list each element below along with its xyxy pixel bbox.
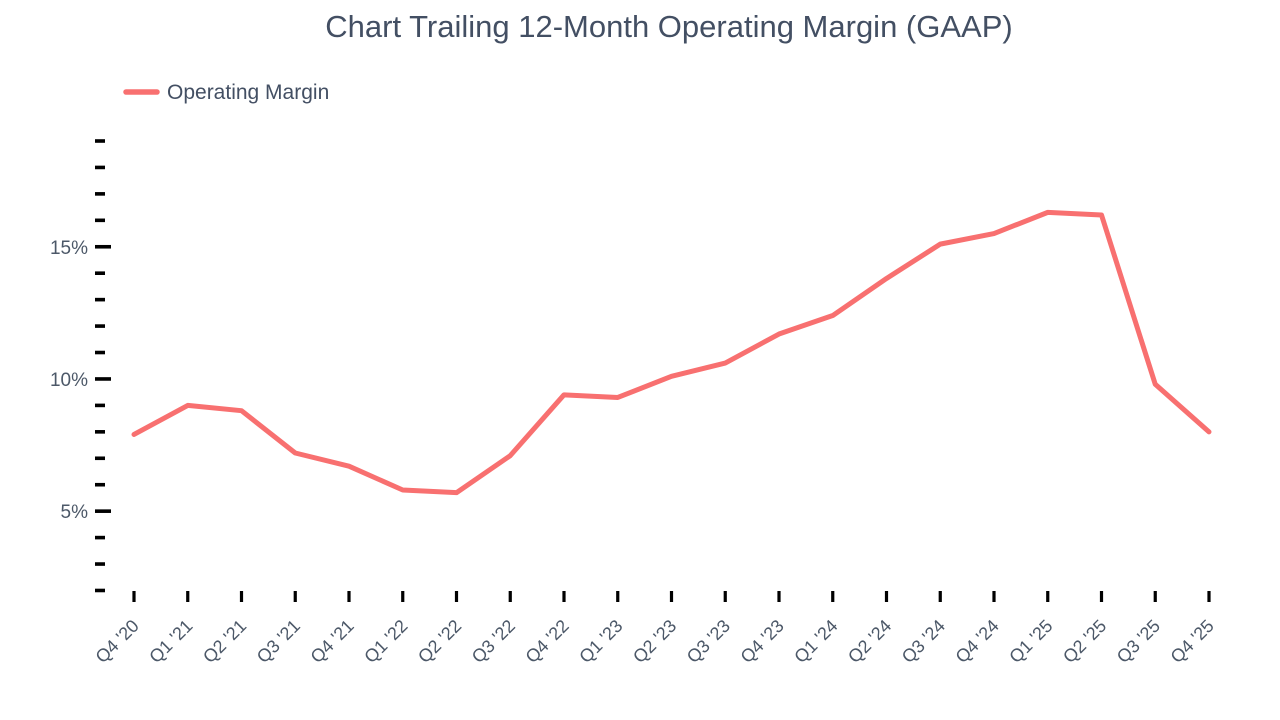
legend-label: Operating Margin [167,81,329,104]
series-line [131,209,1212,496]
chart-title: Chart Trailing 12-Month Operating Margin… [325,9,1012,44]
x-tick-label: Q2 '24 [844,616,895,667]
y-tick-label: 10% [50,370,88,391]
x-tick-label: Q4 '22 [522,616,573,667]
x-tick-label: Q2 '21 [199,616,250,667]
x-tick-label: Q2 '25 [1059,616,1110,667]
x-tick-label: Q1 '23 [575,616,626,667]
y-axis: 15% 10% 5% [50,139,111,593]
x-tick-label: Q4 '24 [952,616,1003,667]
series-operating-margin [131,209,1212,496]
x-tick-label: Q3 '25 [1113,616,1164,667]
x-tick-label: Q1 '22 [360,616,411,667]
x-axis: Q4 '20 Q1 '21 Q2 '21 Q3 '21 Q4 '21 Q1 '22 Q2 '… [92,591,1218,667]
x-tick-label: Q1 '21 [145,616,196,667]
x-tick-label: Q3 '23 [683,616,734,667]
x-tick-label: Q2 '22 [414,616,465,667]
y-tick-label: 15% [50,238,88,259]
x-tick-label: Q3 '24 [898,616,949,667]
x-tick-label: Q3 '21 [253,616,304,667]
x-tick-label: Q3 '22 [468,616,519,667]
x-tick-label: Q2 '23 [629,616,680,667]
x-tick-label: Q4 '20 [92,616,143,667]
x-tick-label: Q4 '25 [1167,616,1218,667]
x-tick-label: Q4 '21 [307,616,358,667]
x-tick-label: Q4 '23 [737,616,788,667]
x-tick-label: Q1 '25 [1005,616,1056,667]
x-tick-label: Q1 '24 [790,616,841,667]
y-tick-label: 5% [61,502,89,523]
